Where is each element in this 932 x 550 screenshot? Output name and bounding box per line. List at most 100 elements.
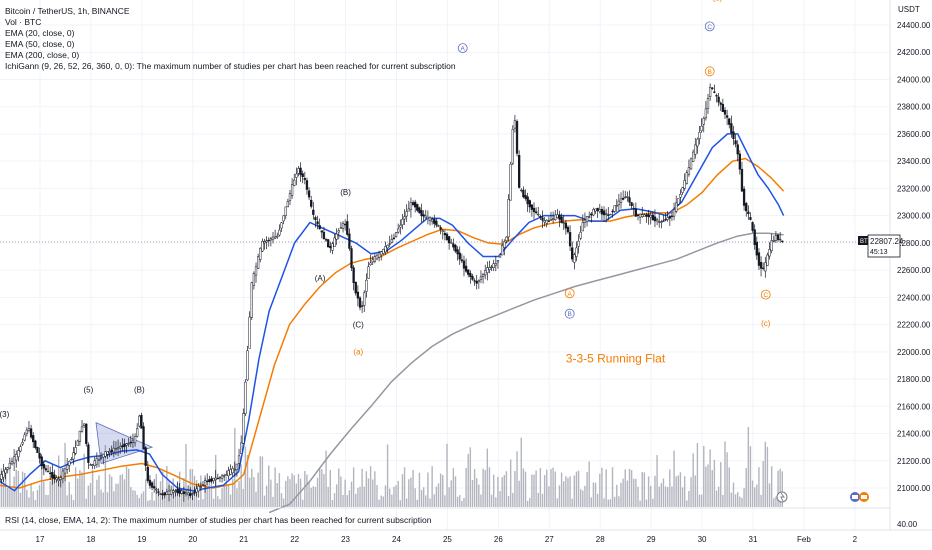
candle-body — [276, 235, 279, 238]
volume-bar — [571, 498, 573, 507]
candle-body — [630, 202, 633, 207]
candle-body — [112, 447, 115, 453]
candle-body — [518, 155, 521, 188]
volume-bar — [700, 494, 703, 507]
volume-bar — [664, 486, 667, 507]
volume-bar — [616, 484, 618, 507]
volume-bar — [38, 485, 41, 507]
volume-bar — [302, 499, 304, 507]
volume-bar — [622, 478, 624, 507]
candle-body — [685, 172, 688, 184]
volume-bar — [187, 499, 189, 507]
volume-bar — [259, 456, 261, 507]
volume-bar — [117, 483, 119, 507]
candle-body — [163, 492, 166, 496]
candle-body — [503, 241, 506, 248]
legend-vol[interactable]: Vol · BTC — [5, 17, 42, 27]
volume-bar — [764, 441, 767, 507]
candle-body — [524, 195, 527, 199]
volume-bar — [372, 479, 374, 507]
time-axis[interactable]: 17 18 19 20 21 22 23 24 25 26 27 28 29 30 31 Feb 2 — [36, 535, 858, 544]
volume-bar — [295, 483, 298, 507]
candle-body — [267, 239, 270, 242]
volume-bar — [607, 499, 609, 507]
volume-bar — [739, 496, 741, 507]
volume-bar — [737, 492, 739, 507]
volume-bar — [518, 480, 520, 507]
volume-bar — [96, 479, 98, 507]
volume-bar — [49, 481, 51, 507]
volume-bar — [490, 494, 493, 507]
time-tick-label: 20 — [188, 535, 197, 544]
candle-body — [346, 221, 349, 235]
rsi-legend[interactable]: RSI (14, close, EMA, 14, 2): The maximum… — [5, 515, 432, 525]
volume-bar — [620, 482, 622, 507]
volume-bar — [212, 498, 215, 507]
candle-body — [191, 493, 194, 495]
candle-body — [8, 462, 12, 469]
candle-body — [34, 440, 37, 448]
volume-bar — [558, 485, 561, 507]
volume-bar — [420, 489, 423, 507]
candle-body — [72, 452, 75, 460]
candle-body — [655, 219, 659, 222]
candle-body — [681, 187, 684, 193]
volume-bar — [287, 476, 289, 507]
volume-bar — [509, 459, 512, 507]
calendar-events-icon[interactable] — [850, 492, 869, 502]
candle-body — [399, 225, 402, 228]
volume-bar — [758, 467, 760, 507]
candle-body — [539, 215, 542, 218]
candle-body — [367, 266, 370, 279]
legend-title[interactable]: Bitcoin / TetherUS, 1h, BINANCE — [5, 6, 130, 16]
candle-body — [577, 240, 580, 247]
price-tick-label: 22800.00 — [897, 239, 931, 248]
candle-body — [25, 429, 28, 434]
volume-bar — [134, 490, 136, 507]
volume-bar — [389, 488, 391, 507]
price-axis[interactable]: 21000.00 21200.00 21400.00 21600.00 21800.00… — [897, 21, 931, 493]
price-tick-label: 22000.00 — [897, 348, 931, 357]
candle-body — [320, 230, 323, 233]
candle-body — [97, 459, 101, 461]
candle-body — [375, 254, 379, 260]
volume-bar — [635, 478, 637, 507]
candle-body — [439, 227, 442, 230]
candle-body — [68, 461, 71, 466]
candle-body — [477, 280, 480, 283]
candle-body — [573, 254, 576, 263]
volume-bar — [756, 484, 758, 507]
candle-body — [762, 267, 765, 269]
price-tick-label: 23800.00 — [897, 103, 931, 112]
candle-body — [174, 490, 177, 492]
candle-body — [0, 474, 3, 480]
candle-body — [40, 456, 43, 467]
candle-body — [390, 239, 393, 243]
legend-ema200[interactable]: EMA (200, close, 0) — [5, 50, 80, 60]
candle-body — [534, 211, 538, 214]
volume-bar — [24, 472, 26, 507]
candle-body — [76, 440, 79, 446]
candle-body — [585, 216, 589, 223]
replay-icon[interactable] — [776, 491, 788, 503]
candle-body — [4, 469, 7, 474]
legend-ema20[interactable]: EMA (20, close, 0) — [5, 28, 75, 38]
volume-bar — [74, 467, 77, 507]
volume-bar — [30, 483, 32, 507]
volume-bar — [488, 467, 491, 507]
legend-ema50[interactable]: EMA (50, close, 0) — [5, 39, 75, 49]
candle-body — [687, 167, 691, 175]
candle-body — [394, 232, 398, 237]
candle-body — [588, 216, 591, 218]
volume-bar — [380, 495, 382, 507]
volume-bar — [333, 493, 336, 507]
volume-bar — [563, 481, 565, 507]
volume-bar — [314, 486, 317, 507]
volume-bar — [225, 476, 228, 507]
volume-bar — [376, 485, 378, 507]
volume-bar — [705, 466, 707, 507]
volume-bar — [355, 493, 357, 507]
legend-ichigann[interactable]: IchiGann (9, 26, 52, 26, 360, 0, 0): The… — [5, 61, 456, 71]
candle-body — [717, 96, 720, 103]
